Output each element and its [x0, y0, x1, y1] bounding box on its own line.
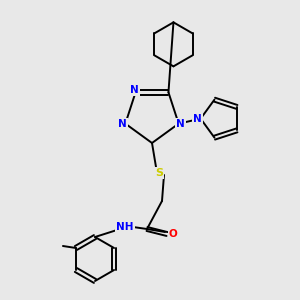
Text: S: S	[155, 168, 163, 178]
Text: NH: NH	[116, 222, 134, 232]
Text: N: N	[176, 119, 185, 129]
Text: N: N	[118, 119, 127, 129]
Text: N: N	[130, 85, 139, 95]
Text: O: O	[169, 229, 177, 239]
Text: N: N	[193, 114, 202, 124]
